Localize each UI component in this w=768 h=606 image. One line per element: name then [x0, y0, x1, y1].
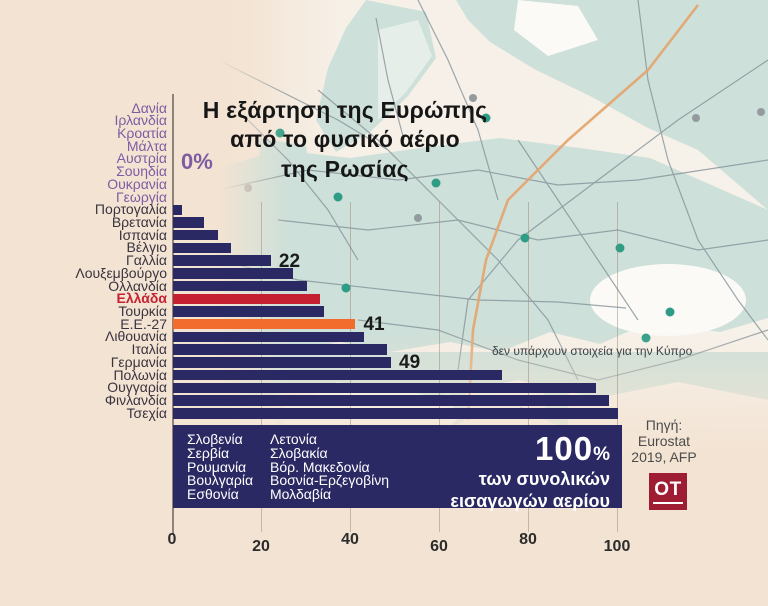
country-label: Βρετανία	[111, 213, 167, 230]
country-label: Ουγγαρία	[107, 379, 167, 396]
ot-logo-text: OT	[653, 479, 683, 504]
hundred-caption-line-1: των συνολικών	[478, 469, 610, 490]
bar-Ουγγαρία	[173, 382, 596, 394]
title-line-2: από το φυσικό αέριο	[230, 126, 460, 153]
country-label: Ε.Ε.-27	[120, 315, 167, 332]
x-tick-label: 100	[603, 538, 631, 555]
ot-logo: OT	[649, 473, 687, 510]
hundred-box-caption: 100% των συνολικών εισαγωγών αερίου	[450, 429, 610, 513]
country-label: Ουκρανία	[107, 175, 167, 192]
source-line-3: 2019, AFP	[631, 449, 697, 465]
country-label: Γερμανία	[110, 353, 167, 370]
source-line-2: Eurostat	[637, 433, 691, 449]
country-label: Σουηδία	[116, 163, 167, 180]
hundred-box-country: Σερβία	[187, 444, 230, 461]
hundred-box-country: Μολδαβία	[270, 486, 332, 503]
bar-value-label: 22	[278, 250, 301, 272]
source-credit: Πηγή: Eurostat 2019, AFP	[624, 417, 704, 465]
hundred-box-country: Βουλγαρία	[187, 472, 254, 489]
x-tick-label: 80	[519, 531, 537, 548]
chart-title: Η εξάρτηση της Ευρώπης από το φυσικό αέρ…	[200, 96, 490, 184]
bar-Πολωνία	[173, 369, 503, 381]
title-line-3: της Ρωσίας	[281, 155, 409, 182]
country-label: Τουρκία	[118, 303, 167, 320]
gridline	[439, 202, 440, 532]
source-line-1: Πηγή:	[645, 417, 683, 433]
country-label: Κροατία	[117, 124, 167, 141]
country-label: Γαλλία	[125, 252, 167, 269]
title-line-1: Η εξάρτηση της Ευρώπης	[202, 97, 488, 123]
bar-Ιταλία	[173, 344, 387, 355]
bar-Ε.Ε.-27	[173, 318, 356, 330]
country-label: Γεωργία	[115, 188, 167, 205]
country-label: Ελλάδα	[116, 290, 167, 307]
bar-value-label: 49	[399, 352, 421, 374]
hundred-box-country: Σλοβακία	[270, 444, 328, 461]
bar-Τουρκία	[173, 306, 325, 317]
bar-Πορτογαλία	[173, 204, 182, 215]
bar-Γαλλία	[173, 255, 271, 266]
hundred-box-country: Λετονία	[270, 431, 317, 447]
hundred-value: 100%	[450, 429, 610, 469]
hundred-box-country: Ρουμανία	[187, 458, 247, 475]
country-label: Ισπανία	[118, 226, 167, 243]
country-label: Ιρλανδία	[114, 112, 167, 129]
country-label: Βέλγιο	[126, 239, 167, 256]
country-label: Πολωνία	[113, 366, 167, 383]
bar-Ελλάδα	[173, 293, 320, 305]
hundred-box-country: Βοσνία-Ερζεγοβίνη	[270, 472, 390, 489]
hundred-percent-sign: %	[593, 444, 610, 465]
bar-Γερμανία	[173, 357, 392, 368]
bar-Ισπανία	[173, 229, 218, 241]
bar-Λιθουανία	[173, 331, 365, 343]
country-label: Μάλτα	[126, 137, 167, 154]
country-label: Ιταλία	[131, 341, 167, 358]
hundred-caption-line-2: εισαγωγών αερίου	[450, 491, 610, 512]
hundred-box-column-2: Λετονία Σλοβακία Βόρ. Μακεδονία Βοσνία-Ερζε…	[270, 431, 390, 503]
bar-Βέλγιο	[173, 242, 231, 254]
country-label: Πορτογαλία	[94, 201, 167, 218]
country-label: Δανία	[131, 99, 167, 116]
country-label: Ολλανδία	[108, 277, 167, 294]
zero-percent-label: 0%	[181, 149, 213, 174]
country-label: Αυστρία	[116, 150, 167, 167]
x-tick-label: 0	[167, 531, 177, 548]
bar-Βρετανία	[173, 217, 205, 228]
country-label: Φινλανδία	[104, 392, 167, 409]
country-label: Λιθουανία	[105, 328, 167, 345]
country-label: Λουξεμβούργο	[75, 264, 167, 281]
hundred-number: 100	[535, 430, 594, 467]
hundred-percent-box: Σλοβενία Σερβία Ρουμανία Βουλγαρία Εσθονία Λ…	[173, 425, 622, 511]
hundred-box-country: Σλοβενία	[187, 431, 243, 447]
bar-Λουξεμβούργο	[173, 268, 294, 279]
bar-Τσεχία	[173, 408, 618, 419]
bar-value-label: 41	[363, 314, 385, 336]
gridline	[528, 202, 529, 532]
country-label: Τσεχία	[126, 404, 167, 421]
hundred-box-column-1: Σλοβενία Σερβία Ρουμανία Βουλγαρία Εσθονία	[187, 431, 254, 503]
hundred-box-country: Βόρ. Μακεδονία	[270, 458, 370, 475]
gridline	[617, 202, 618, 532]
map-left-fade	[218, 0, 288, 458]
europe-pipeline-map	[218, 0, 768, 458]
bar-Ολλανδία	[173, 280, 307, 292]
cyprus-note: δεν υπάρχουν στοιχεία για την Κύπρο	[492, 344, 693, 358]
x-tick-label: 20	[252, 538, 270, 555]
x-tick-label: 60	[430, 538, 448, 555]
bar-Φινλανδία	[173, 395, 610, 406]
x-tick-label: 40	[341, 531, 359, 548]
hundred-box-country: Εσθονία	[187, 486, 239, 503]
